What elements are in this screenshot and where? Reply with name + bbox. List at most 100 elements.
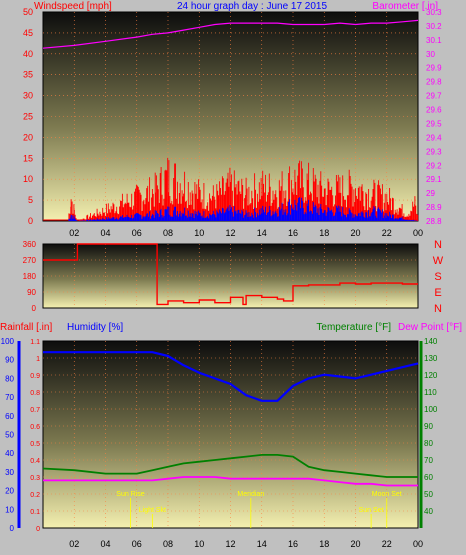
x-tick-label-top: 20 [350, 228, 360, 238]
windspeed-tick-label: 0 [28, 216, 33, 226]
temperature-axis-label: Temperature [°F] [316, 322, 391, 333]
barometer-tick-label: 29.8 [426, 78, 442, 87]
compass-label: N [434, 239, 442, 251]
direction-tick-label: 360 [23, 240, 37, 249]
x-tick-label-top: 06 [132, 228, 142, 238]
humidity-tick-label: 0 [10, 524, 15, 533]
temperature-series [42, 454, 418, 478]
windspeed-tick-label: 40 [23, 49, 33, 59]
dewpoint-axis-label: Dew Point [°F] [398, 322, 462, 333]
compass-label: S [434, 271, 441, 283]
chart-title: 24 hour graph day : June 17 2015 [177, 1, 328, 12]
rainfall-tick-label: 1 [36, 356, 40, 363]
x-tick-label-bottom: 14 [257, 539, 267, 549]
temperature-tick-label: 120 [424, 371, 438, 380]
x-tick-label-bottom: 08 [163, 539, 173, 549]
direction-tick-label: 180 [23, 272, 37, 281]
rainfall-tick-label: 0.9 [30, 373, 40, 380]
rainfall-tick-label: 0 [36, 526, 40, 533]
rainfall-tick-label: 0.3 [30, 475, 40, 482]
temperature-tick-label: 80 [424, 439, 433, 448]
barometer-tick-label: 28.9 [426, 203, 442, 212]
sun-event-label: Sun Rise [116, 491, 145, 498]
windspeed-tick-label: 35 [23, 70, 33, 80]
windspeed-tick-label: 50 [23, 7, 33, 17]
barometer-series [42, 19, 419, 49]
rainfall-tick-label: 0.6 [30, 424, 40, 431]
barometer-tick-label: 30.2 [426, 22, 442, 31]
windspeed-tick-label: 10 [23, 174, 33, 184]
barometer-tick-label: 29.1 [426, 175, 442, 184]
barometer-tick-label: 29.7 [426, 92, 442, 101]
rainfall-tick-label: 0.7 [30, 407, 40, 414]
humidity-tick-label: 40 [5, 449, 14, 458]
x-tick-label-top: 22 [382, 228, 392, 238]
x-tick-label-top: 10 [194, 228, 204, 238]
x-tick-label-bottom: 22 [382, 539, 392, 549]
sun-event-label: Light Skt [139, 507, 166, 514]
humidity-tick-label: 20 [5, 487, 14, 496]
rainfall-tick-label: 1.1 [30, 339, 40, 346]
windspeed-tick-label: 5 [28, 195, 33, 205]
wind-direction-series [43, 243, 418, 306]
direction-tick-label: 270 [23, 256, 37, 265]
sun-event-label: Meridian [237, 491, 264, 498]
x-tick-label-bottom: 10 [194, 539, 204, 549]
wind-average-series [68, 197, 418, 221]
compass-label: E [434, 287, 441, 299]
barometer-tick-label: 29.9 [426, 64, 442, 73]
humidity-tick-label: 100 [1, 337, 15, 346]
barometer-tick-label: 29.5 [426, 119, 442, 128]
windspeed-tick-label: 20 [23, 132, 33, 142]
humidity-tick-label: 10 [5, 505, 14, 514]
barometer-tick-label: 29 [426, 189, 435, 198]
humidity-tick-label: 60 [5, 412, 14, 421]
temperature-tick-label: 90 [424, 422, 433, 431]
rainfall-tick-label: 0.2 [30, 492, 40, 499]
rainfall-tick-label: 0.5 [30, 441, 40, 448]
x-tick-label-top: 08 [163, 228, 173, 238]
barometer-tick-label: 28.8 [426, 217, 442, 226]
sun-event-label: Moon Set [372, 491, 402, 498]
barometer-axis-label: Barometer [.in] [372, 1, 438, 12]
compass-label: W [433, 255, 444, 267]
humidity-tick-label: 70 [5, 393, 14, 402]
barometer-tick-label: 30.3 [426, 8, 442, 17]
x-tick-label-top: 02 [69, 228, 79, 238]
direction-tick-label: 0 [32, 304, 37, 313]
compass-label: N [434, 303, 442, 315]
temperature-tick-label: 100 [424, 405, 438, 414]
windspeed-tick-label: 15 [23, 153, 33, 163]
windspeed-series [68, 157, 419, 221]
windspeed-tick-label: 30 [23, 91, 33, 101]
humidity-tick-label: 50 [5, 431, 14, 440]
x-tick-label-top: 00 [413, 228, 423, 238]
humidity-tick-label: 80 [5, 374, 14, 383]
temperature-tick-label: 70 [424, 456, 433, 465]
direction-tick-label: 90 [27, 288, 36, 297]
humidity-tick-label: 90 [5, 356, 14, 365]
x-tick-label-bottom: 00 [413, 539, 423, 549]
sun-event-label: Sun Set [359, 507, 384, 514]
humidity-series [43, 351, 419, 402]
temperature-tick-label: 60 [424, 473, 433, 482]
temperature-tick-label: 50 [424, 490, 433, 499]
x-tick-label-top: 12 [225, 228, 235, 238]
temperature-tick-label: 40 [424, 507, 433, 516]
rainfall-tick-label: 0.1 [30, 509, 40, 516]
x-tick-label-bottom: 12 [225, 539, 235, 549]
temperature-tick-label: 110 [424, 388, 437, 397]
rainfall-axis-label: Rainfall [.in] [0, 322, 52, 333]
humidity-tick-label: 30 [5, 468, 14, 477]
barometer-tick-label: 29.3 [426, 147, 442, 156]
x-tick-label-bottom: 20 [350, 539, 360, 549]
barometer-tick-label: 30 [426, 50, 435, 59]
dewpoint-series [43, 476, 418, 487]
temperature-tick-label: 140 [424, 337, 438, 346]
humidity-axis-label: Humidity [%] [67, 322, 123, 333]
temperature-tick-label: 130 [424, 354, 438, 363]
windspeed-axis-label: Windspeed [mph] [34, 1, 112, 12]
x-tick-label-bottom: 06 [132, 539, 142, 549]
windspeed-tick-label: 45 [23, 28, 33, 38]
